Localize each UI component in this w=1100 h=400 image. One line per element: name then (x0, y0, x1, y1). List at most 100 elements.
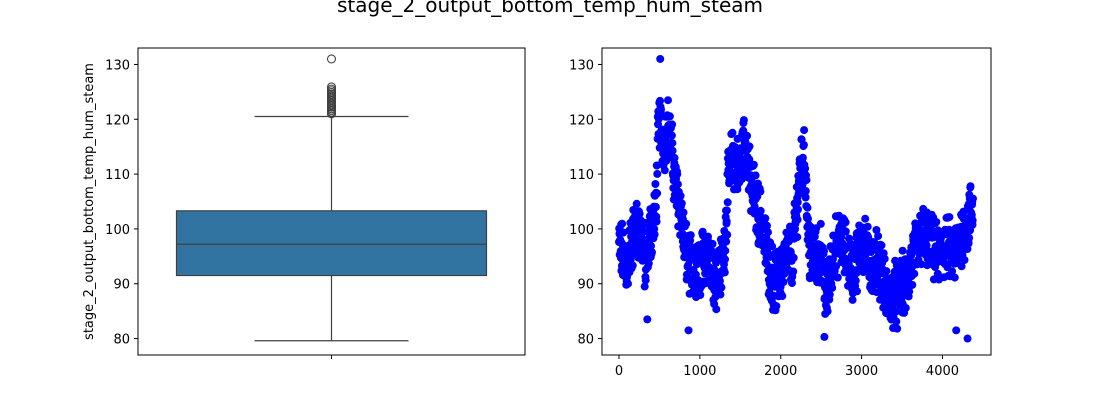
scatter-point (957, 262, 966, 271)
scatter-point (632, 199, 641, 208)
scatter-point (820, 247, 828, 256)
scatter-point (677, 199, 686, 208)
scatter-point (749, 160, 758, 169)
boxplot-panel: 80 90 100 110 120 130 stage_2_output_bottom_te… (82, 47, 526, 359)
scatter-point (656, 96, 664, 105)
scatter-point (750, 202, 759, 211)
scatter-point (640, 282, 649, 291)
scatter-point (968, 216, 977, 225)
scatter-point (801, 187, 810, 195)
scatter-point (799, 141, 808, 149)
scatter-point (712, 305, 721, 314)
scatter-point (891, 307, 900, 316)
scatter-point (789, 267, 798, 276)
scatter-point (793, 215, 802, 224)
scatter-point (788, 279, 796, 287)
scatter-point (922, 241, 931, 250)
y-tick-label: 90 (113, 278, 130, 293)
scatter-point (665, 112, 674, 121)
scatter-point (945, 213, 954, 222)
scatter-point (643, 315, 652, 324)
x-tick-label: 4000 (926, 364, 959, 379)
scatter-point (673, 180, 682, 189)
scatter-point (733, 185, 742, 194)
y-tick-label: 110 (105, 168, 130, 183)
scatter-point (952, 326, 961, 335)
scatter-point (723, 230, 732, 239)
scatter-point (950, 273, 959, 282)
scatter-point (761, 214, 770, 223)
scatter-point (670, 153, 679, 162)
scatter-point (722, 206, 731, 215)
outlier-point (326, 82, 337, 92)
scatter-point (717, 283, 726, 292)
scatter-point (893, 324, 902, 333)
scatter-point (657, 105, 665, 114)
scatter-point (664, 96, 672, 105)
y-tick-label: 100 (569, 223, 594, 238)
scatter-points (615, 54, 977, 343)
scatter-point (948, 267, 957, 276)
y-tick-label: 130 (105, 58, 130, 73)
scatter-point (728, 128, 737, 137)
scatter-point (874, 232, 883, 241)
scatter-point (892, 317, 901, 326)
scatter-point (880, 254, 889, 263)
scatter-point (751, 171, 760, 180)
scatter-panel: 80 90 100 110 120 130 0 1000 2000 3000 4000 (569, 47, 992, 379)
outlier-point (326, 84, 337, 94)
iqr-box (175, 210, 488, 277)
scatter-point (794, 205, 802, 214)
scatter-point (644, 259, 653, 268)
scatter-point (708, 239, 717, 248)
scatter-point (882, 267, 891, 276)
scatter-point (668, 146, 677, 155)
scatter-point (651, 180, 660, 188)
scatter-point (660, 166, 669, 175)
scatter-point (653, 189, 662, 198)
scatter-point (628, 261, 637, 270)
scatter-point (789, 253, 798, 262)
scatter-point (793, 198, 802, 207)
scatter-point (963, 334, 972, 343)
scatter-point (823, 307, 832, 316)
scatter-point (779, 278, 788, 286)
scatter-point (801, 164, 810, 173)
scatter-point (656, 54, 665, 63)
scatter-point (756, 206, 765, 215)
scatter-point (652, 161, 661, 170)
scatter-point (778, 292, 787, 301)
scatter-point (647, 242, 655, 250)
scatter-point (832, 262, 841, 271)
scatter-point (756, 187, 765, 196)
scatter-point (679, 208, 688, 217)
scatter-point (861, 214, 870, 223)
figure-title: stage_2_output_bottom_temp_hum_steam (337, 0, 763, 17)
scatter-point (635, 209, 644, 218)
scatter-point (793, 233, 802, 242)
y-tick-label: 90 (577, 278, 594, 293)
y-tick-label: 120 (105, 113, 130, 128)
scatter-point (651, 203, 660, 212)
scatter-point (833, 273, 842, 282)
scatter-point (927, 224, 936, 233)
scatter-point (853, 287, 861, 296)
scatter-point (668, 120, 677, 129)
scatter-point (676, 191, 685, 200)
scatter-point (673, 170, 682, 179)
scatter-point (851, 276, 860, 285)
scatter-point (721, 246, 730, 255)
scatter-point (798, 153, 807, 162)
scatter-point (820, 332, 829, 341)
scatter-point (908, 280, 917, 289)
scatter-point (863, 222, 872, 231)
scatter-point (828, 283, 837, 292)
scatter-point (872, 226, 881, 234)
scatter-point (837, 233, 846, 242)
scatter-point (802, 176, 811, 185)
scatter-point (618, 219, 627, 228)
scatter-point (648, 248, 656, 257)
scatter-point (682, 219, 691, 228)
scatter-point (704, 232, 712, 241)
